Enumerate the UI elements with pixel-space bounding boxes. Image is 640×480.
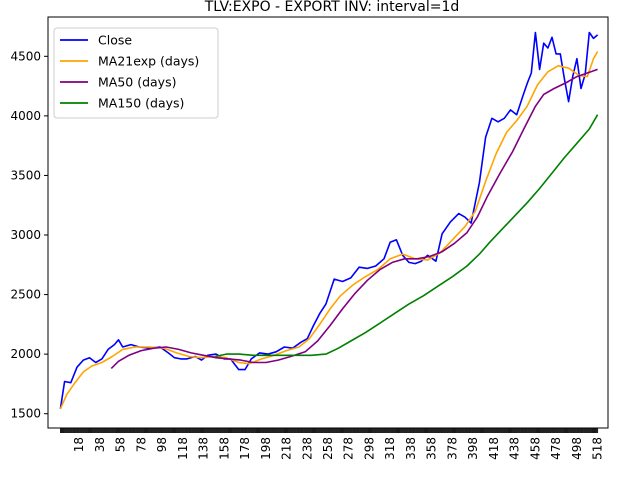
x-tick-label: 218	[280, 437, 294, 460]
y-tick-label: 4500	[10, 49, 41, 63]
x-minor-ticks	[59, 428, 599, 433]
y-axis-ticks: 1500 2000 2500 3000 3500 4000 4500	[10, 49, 48, 421]
x-tick-label: 298	[363, 437, 377, 460]
chart-title: TLV:EXPO - EXPORT INV: interval=1d	[204, 0, 460, 15]
x-tick-label: 118	[176, 437, 190, 460]
series-layer	[59, 31, 599, 410]
x-tick-label: 178	[238, 437, 252, 460]
x-tick-label: 98	[155, 437, 169, 452]
y-tick-label: 3000	[10, 228, 41, 242]
x-tick-label: 438	[508, 437, 522, 460]
x-tick-label: 378	[445, 437, 459, 460]
legend-entry: MA21exp (days)	[98, 54, 199, 69]
legend-entry: MA150 (days)	[98, 96, 184, 111]
series-line-3	[214, 114, 599, 358]
x-axis-ticks: 18 38 58 78 98 118 138 158 178 198 218 238 258 278 298…	[59, 428, 605, 460]
series-line-2	[110, 68, 598, 369]
x-tick-label: 78	[134, 437, 148, 452]
x-tick-label: 518	[591, 437, 605, 460]
y-tick-label: 3500	[10, 168, 41, 182]
y-tick-label: 2500	[10, 288, 41, 302]
x-tick-label: 318	[383, 437, 397, 460]
x-tick-label: 238	[300, 437, 314, 460]
x-tick-label: 58	[114, 437, 128, 452]
x-tick-label: 258	[321, 437, 335, 460]
x-tick-label: 478	[549, 437, 563, 460]
x-tick-label: 358	[425, 437, 439, 460]
legend: Close MA21exp (days) MA50 (days) MA150 (day…	[53, 27, 219, 119]
x-tick-label: 458	[528, 437, 542, 460]
legend-box	[53, 27, 219, 119]
x-tick-label: 158	[217, 437, 231, 460]
plot-area-frame	[47, 16, 609, 429]
legend-entry: Close	[98, 33, 132, 48]
x-tick-label: 278	[342, 437, 356, 460]
legend-entry: MA50 (days)	[98, 75, 176, 90]
x-tick-label: 338	[404, 437, 418, 460]
x-tick-label: 138	[197, 437, 211, 460]
y-tick-label: 2000	[10, 347, 41, 361]
x-tick-label: 418	[487, 437, 501, 460]
x-tick-label: 498	[570, 437, 584, 460]
series-line-1	[59, 51, 599, 410]
y-tick-label: 4000	[10, 109, 41, 123]
y-tick-label: 1500	[10, 407, 41, 421]
x-tick-label: 398	[466, 437, 480, 460]
x-tick-label: 38	[93, 437, 107, 452]
x-tick-label: 198	[259, 437, 273, 460]
x-tick-label: 18	[72, 437, 86, 452]
